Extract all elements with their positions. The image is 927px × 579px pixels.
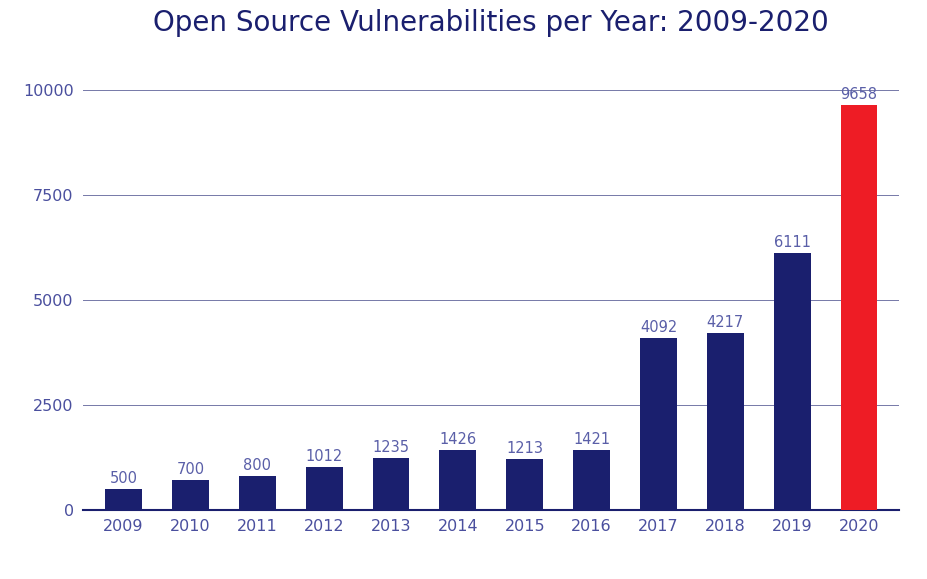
Text: 9658: 9658 <box>841 87 878 102</box>
Bar <box>306 467 343 510</box>
Title: Open Source Vulnerabilities per Year: 2009-2020: Open Source Vulnerabilities per Year: 20… <box>154 9 829 36</box>
Text: 1012: 1012 <box>306 449 343 464</box>
Text: 1421: 1421 <box>573 432 610 447</box>
Bar <box>105 489 142 510</box>
Text: 1426: 1426 <box>439 432 476 447</box>
Bar <box>373 458 410 510</box>
Bar <box>439 450 476 510</box>
Text: 4217: 4217 <box>706 315 744 330</box>
Bar <box>640 338 677 510</box>
Text: 4092: 4092 <box>640 320 677 335</box>
Bar <box>573 450 610 510</box>
Bar <box>506 459 543 510</box>
Text: 500: 500 <box>109 471 137 486</box>
Bar <box>707 333 743 510</box>
Bar <box>239 476 275 510</box>
Text: 800: 800 <box>243 458 272 473</box>
Text: 1213: 1213 <box>506 441 543 456</box>
Text: 700: 700 <box>176 462 205 477</box>
Bar <box>172 480 209 510</box>
Text: 1235: 1235 <box>373 440 410 455</box>
Bar <box>841 105 878 510</box>
Bar <box>774 254 810 510</box>
Text: 6111: 6111 <box>774 236 811 251</box>
